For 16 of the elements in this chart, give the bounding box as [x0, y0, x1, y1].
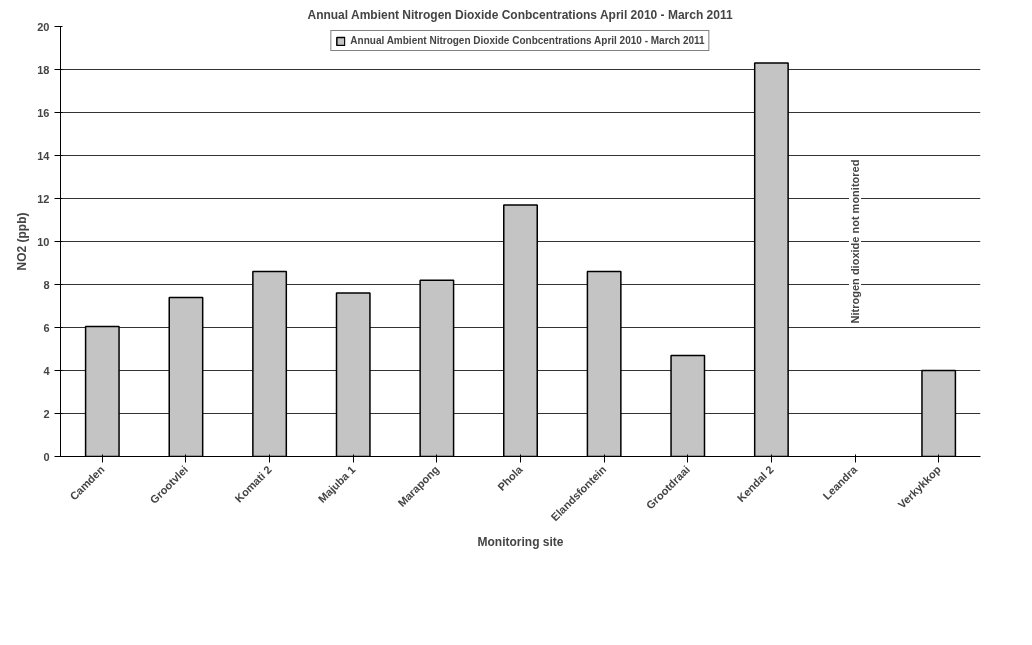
x-axis-title: Monitoring site — [477, 535, 564, 550]
y-tick-label: 6 — [43, 321, 50, 334]
y-tick-label: 8 — [43, 278, 50, 291]
y-tick-label: 12 — [37, 192, 50, 205]
y-tick-label: 14 — [37, 149, 51, 162]
chart-title: Annual Ambient Nitrogen Dioxide Conbcentrations April 2010 - March 2011 — [307, 7, 733, 22]
y-tick-label: 10 — [37, 235, 50, 248]
legend-label: Annual Ambient Nitrogen Dioxide Conbcentrations April 2010 - March 2011 — [350, 35, 705, 46]
y-tick-label: 4 — [43, 364, 51, 377]
y-tick-label: 2 — [43, 407, 50, 420]
y-tick-label: 20 — [37, 20, 50, 33]
y-tick-label: 18 — [37, 63, 50, 76]
y-tick-label: 16 — [37, 106, 50, 119]
annotation: Nitrogen dioxide not monitored — [849, 159, 862, 324]
y-axis-title: NO2 (ppb) — [15, 212, 30, 271]
y-tick-label: 0 — [43, 450, 50, 463]
